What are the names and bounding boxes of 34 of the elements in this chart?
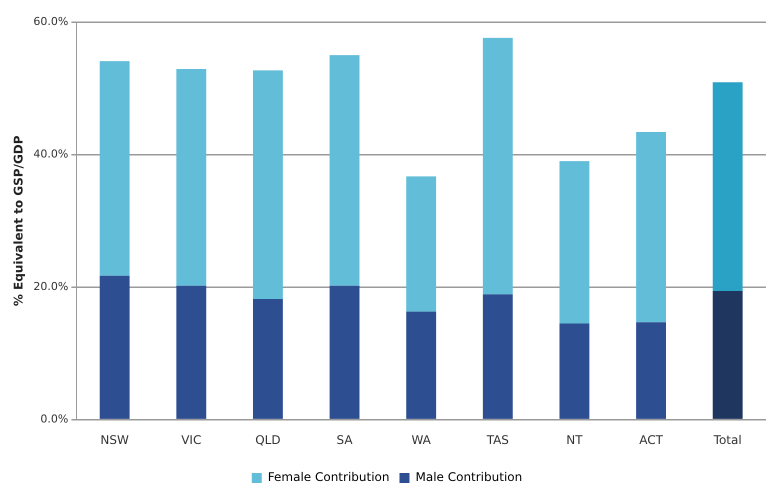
x-tick-label: Total: [712, 432, 742, 447]
x-tick-label: NSW: [100, 432, 130, 447]
y-tick-label: 60.0%: [33, 14, 68, 28]
x-tick-label: QLD: [255, 432, 281, 447]
bar: [252, 298, 283, 419]
bar: [559, 324, 590, 419]
bar: [636, 322, 666, 419]
bar: [330, 55, 360, 286]
x-tick-label: VIC: [181, 432, 202, 447]
bar: [482, 294, 513, 419]
y-tick-label: 20.0%: [33, 280, 68, 293]
bar: [100, 61, 130, 276]
bar: [712, 291, 743, 419]
bar: [636, 132, 666, 322]
bar: [100, 276, 130, 419]
y-axis-title: % Equivalent to GSP/GDP: [11, 135, 26, 306]
x-tick-label: NT: [566, 432, 584, 447]
x-tick-label: WA: [411, 432, 432, 447]
x-tick-label: SA: [336, 432, 354, 447]
bar: [406, 312, 436, 419]
bar: [176, 286, 206, 419]
bar: [482, 38, 513, 294]
x-tick-label: TAS: [486, 432, 509, 447]
x-tick-label: ACT: [639, 432, 664, 447]
legend-label: Female Contribution: [268, 470, 390, 484]
bar: [176, 69, 206, 286]
legend-label: Male Contribution: [415, 470, 522, 484]
bar: [712, 82, 743, 292]
bar: [406, 176, 436, 312]
y-tick-label: 0.0%: [40, 412, 68, 426]
bar: [559, 161, 590, 324]
y-tick-label: 40.0%: [33, 147, 68, 160]
bar: [330, 286, 360, 419]
bar: [252, 70, 283, 299]
